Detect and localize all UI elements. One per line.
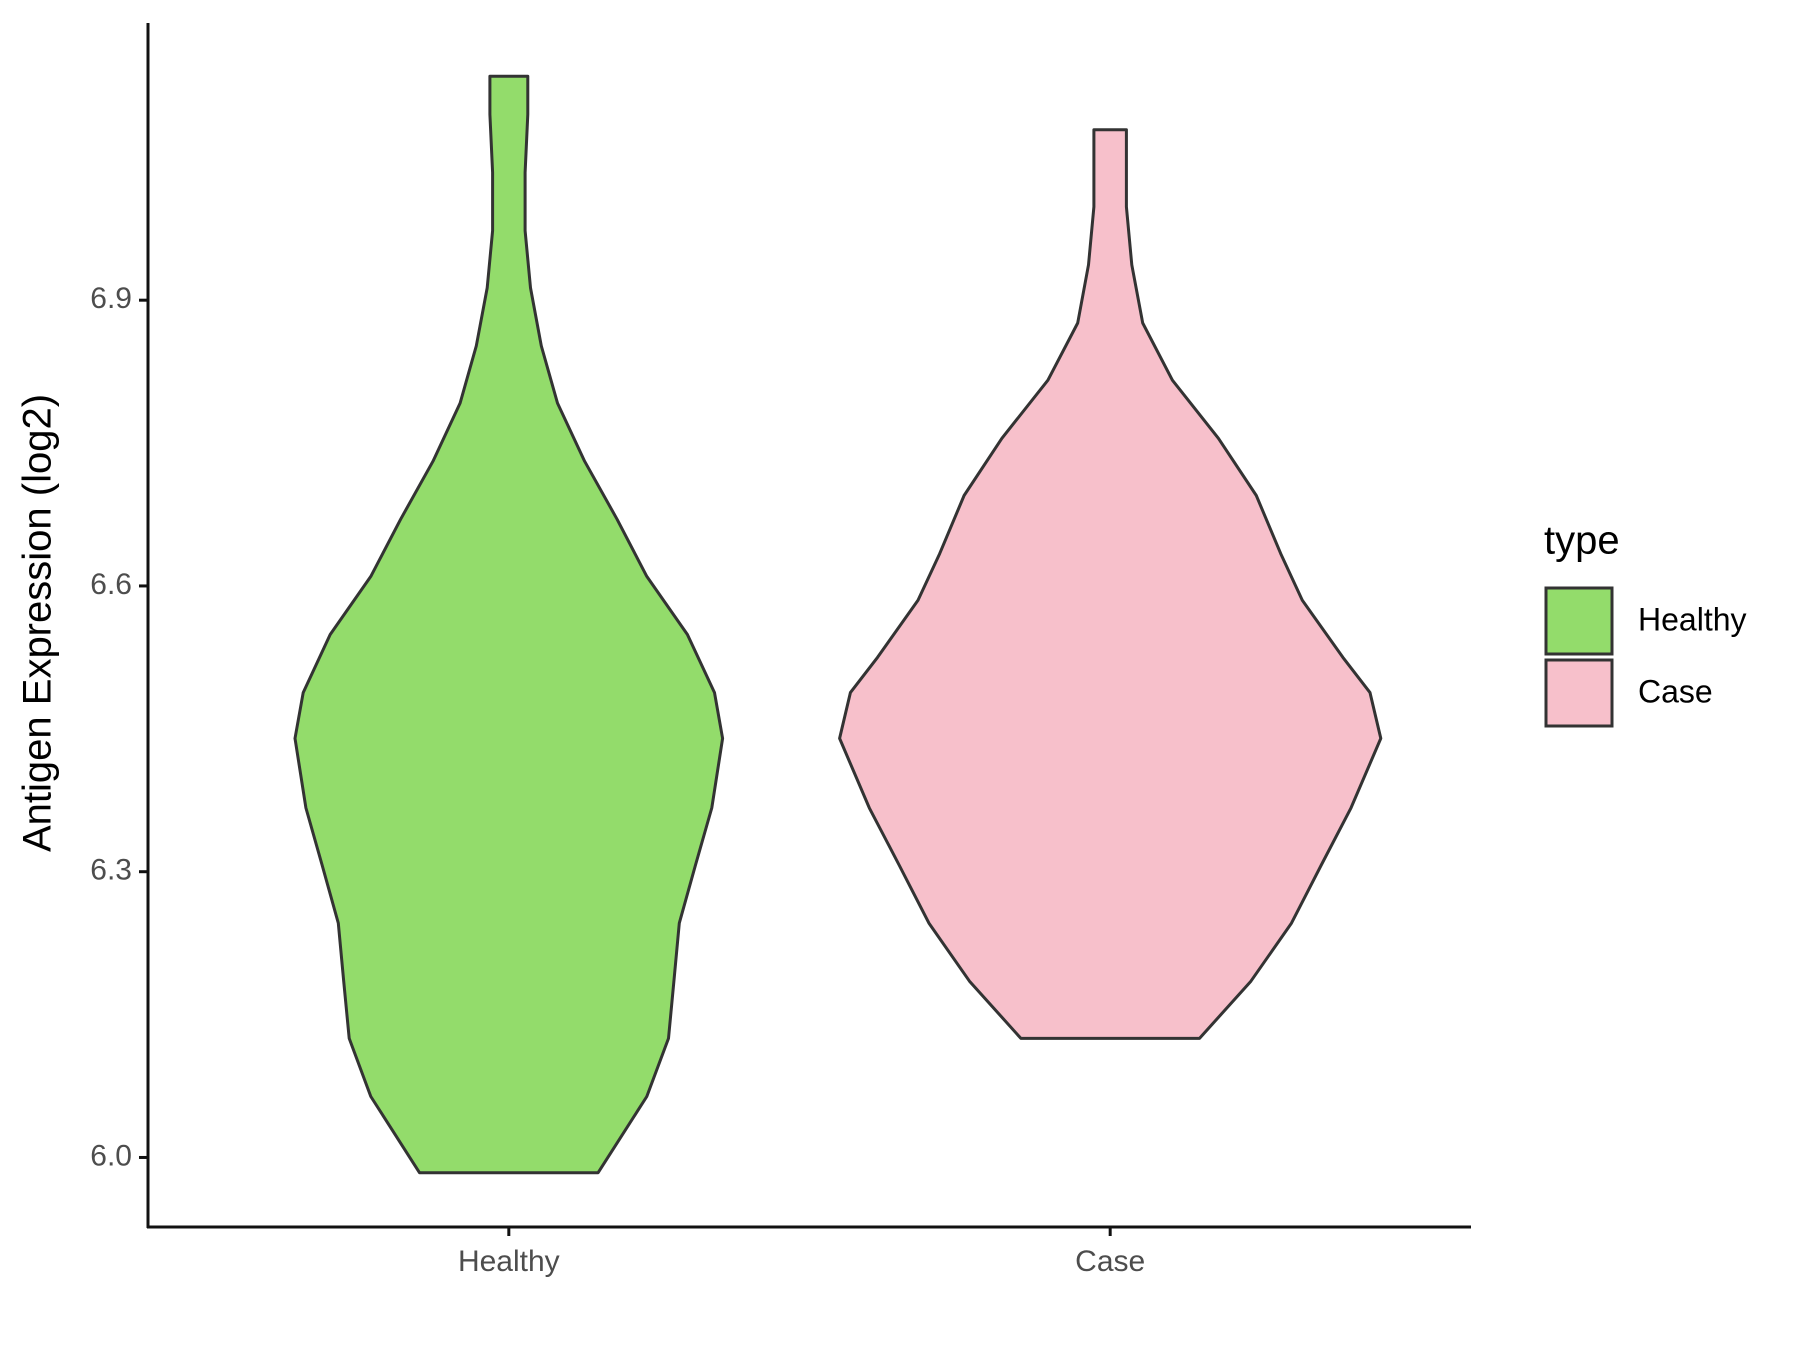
legend-label: Healthy [1638, 601, 1747, 637]
y-tick-label: 6.3 [90, 854, 132, 887]
y-tick-label: 6.0 [90, 1139, 132, 1172]
y-tick-label: 6.6 [90, 568, 132, 601]
x-tick-label: Healthy [458, 1245, 560, 1278]
y-axis-title: Antigen Expression (log2) [16, 394, 60, 852]
x-tick-label: Case [1075, 1245, 1145, 1278]
violin [293, 74, 725, 1175]
y-tick-label: 6.9 [90, 282, 132, 315]
legend-key [1544, 658, 1614, 728]
legend-key [1544, 586, 1614, 656]
legend-title: type [1544, 519, 1620, 563]
violin [838, 128, 1383, 1040]
legend-label: Case [1638, 673, 1713, 709]
